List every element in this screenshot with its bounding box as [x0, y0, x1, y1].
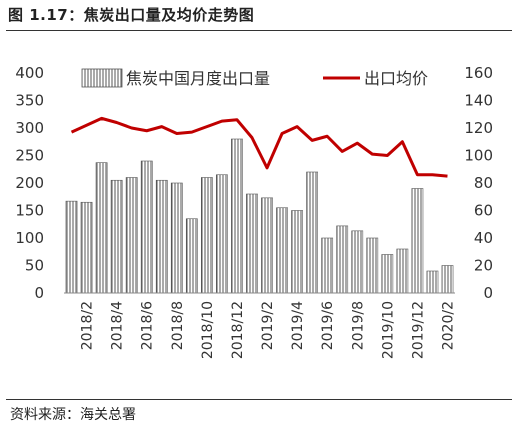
top-rule — [6, 30, 512, 31]
right-y-axis: 0 20 40 60 80 100 120 140 160 — [464, 64, 493, 302]
bar — [426, 270, 439, 294]
x-tick-label: 2018/2 — [80, 301, 96, 350]
bar — [381, 254, 394, 294]
bar — [261, 197, 273, 294]
bar — [336, 225, 349, 294]
bar — [351, 230, 364, 294]
right-tick-label: 100 — [464, 147, 493, 165]
x-tick-label: 2018/12 — [230, 301, 246, 359]
left-tick-label: 100 — [15, 229, 44, 247]
legend-line-label: 出口均价 — [364, 69, 428, 88]
bar — [366, 237, 379, 294]
left-y-axis: 0 50 100 150 200 250 300 350 400 — [15, 64, 44, 302]
source-note: 资料来源：海关总署 — [10, 407, 136, 423]
line-series — [70, 116, 448, 178]
bar — [170, 182, 183, 294]
left-tick-label: 350 — [15, 92, 44, 110]
bar — [441, 265, 454, 294]
x-tick-label: 2018/10 — [200, 301, 216, 359]
bar — [216, 174, 228, 294]
bar — [306, 171, 319, 294]
right-tick-label: 60 — [474, 202, 493, 220]
bar — [125, 177, 138, 294]
legend-bar-swatch — [81, 68, 123, 88]
right-tick-label: 160 — [464, 64, 493, 82]
left-tick-label: 150 — [15, 202, 44, 220]
left-tick-label: 50 — [25, 257, 44, 275]
bar — [321, 237, 334, 294]
right-tick-label: 20 — [474, 257, 493, 275]
x-tick-label: 2018/6 — [140, 301, 156, 350]
bar — [201, 177, 213, 294]
x-tick-label: 2019/12 — [410, 301, 426, 359]
bottom-rule — [6, 399, 512, 400]
left-tick-label: 0 — [34, 284, 44, 302]
right-tick-label: 80 — [474, 174, 493, 192]
x-tick-label: 2019/2 — [260, 301, 276, 350]
figure-title: 图 1.17：焦炭出口量及均价走势图 — [8, 6, 255, 24]
right-tick-label: 120 — [464, 119, 493, 137]
left-tick-label: 400 — [15, 64, 44, 82]
right-tick-label: 0 — [483, 284, 493, 302]
right-tick-label: 140 — [464, 92, 493, 110]
bar — [411, 188, 424, 294]
x-tick-label: 2019/8 — [350, 301, 366, 350]
bar — [246, 193, 258, 294]
bar — [231, 138, 243, 294]
legend: 焦炭中国月度出口量 出口均价 — [81, 68, 428, 88]
left-tick-label: 200 — [15, 174, 44, 192]
bar — [396, 248, 409, 294]
right-tick-label: 40 — [474, 229, 493, 247]
x-tick-label: 2018/4 — [110, 301, 126, 350]
bar — [95, 162, 108, 294]
x-axis: 2018/2 2018/4 2018/6 2018/8 2018/10 2018/12 20… — [64, 292, 456, 359]
legend-bar-label: 焦炭中国月度出口量 — [126, 69, 270, 88]
bar — [276, 207, 288, 294]
bar — [65, 200, 78, 294]
bar — [140, 160, 153, 294]
bar — [80, 201, 93, 294]
bar — [110, 179, 123, 294]
x-tick-label: 2020/2 — [440, 301, 456, 350]
x-tick-label: 2019/6 — [320, 301, 336, 350]
bar — [291, 210, 303, 294]
price-line — [70, 116, 448, 178]
bar — [155, 179, 168, 294]
bar-series — [65, 138, 454, 294]
x-tick-label: 2018/8 — [170, 301, 186, 350]
left-tick-label: 300 — [15, 119, 44, 137]
x-tick-label: 2019/10 — [380, 301, 396, 359]
bar — [185, 218, 198, 294]
x-tick-label: 2019/4 — [290, 301, 306, 350]
left-tick-label: 250 — [15, 147, 44, 165]
